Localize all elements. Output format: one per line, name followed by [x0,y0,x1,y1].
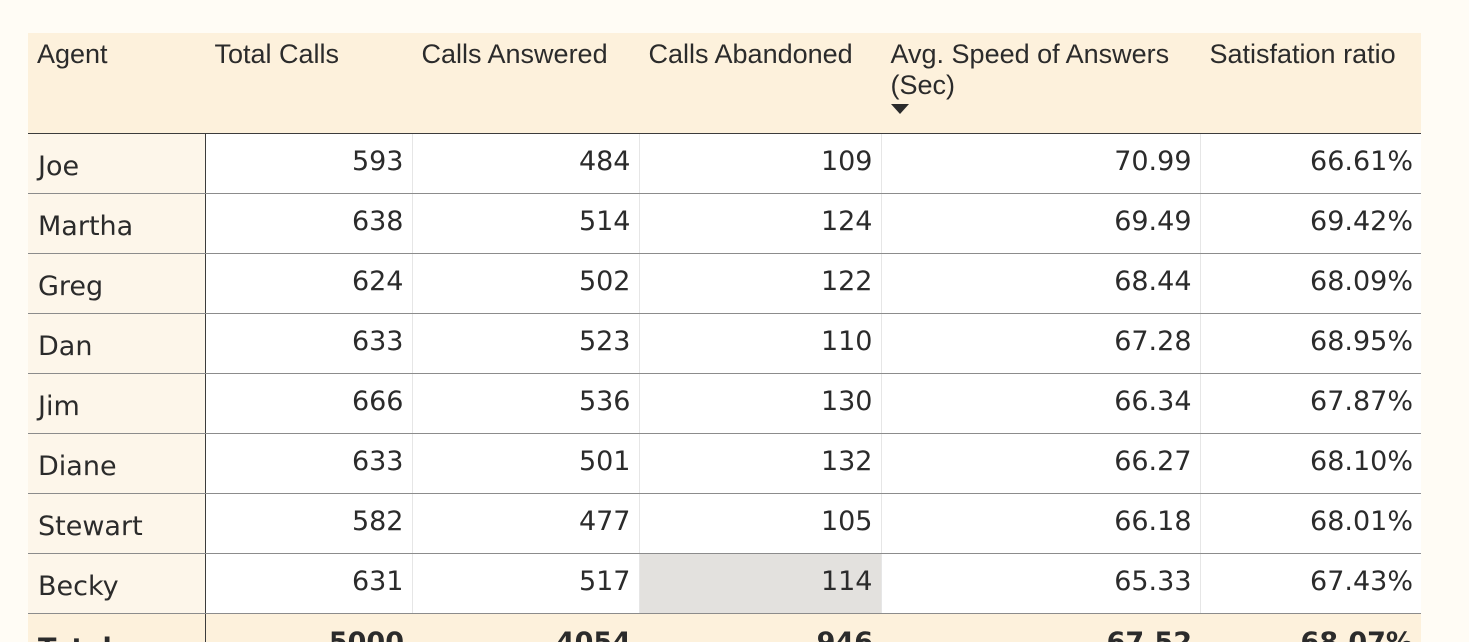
agent-name-cell[interactable]: Jim [28,373,206,434]
table-body: Joe 593 484 109 70.99 66.61% Martha 638 514 124 69… [28,133,1421,614]
total-calls-abandoned: 946 [639,613,881,642]
calls-abandoned-cell[interactable]: 110 [638,313,881,374]
calls-answered-cell[interactable]: 502 [411,253,639,314]
avg-speed-cell[interactable]: 69.49 [880,193,1200,254]
agent-name-cell[interactable]: Stewart [28,493,206,554]
table-row[interactable]: Stewart 582 477 105 66.18 68.01% [28,493,1421,554]
column-header-label: Total Calls [214,39,340,69]
avg-speed-cell[interactable]: 66.18 [880,493,1200,554]
agent-name-cell[interactable]: Becky [28,553,206,614]
satisfaction-cell[interactable]: 66.61% [1199,133,1421,194]
table-header: Agent Total Calls Calls Answered Calls A… [28,33,1421,134]
calls-abandoned-cell[interactable]: 132 [638,433,881,494]
total-calls-cell[interactable]: 624 [204,253,412,314]
total-calls-cell[interactable]: 666 [204,373,412,434]
column-header-agent[interactable]: Agent [28,33,205,134]
agent-calls-table-visual[interactable]: Agent Total Calls Calls Answered Calls A… [28,33,1421,642]
header-row: Agent Total Calls Calls Answered Calls A… [28,33,1421,134]
agent-name-cell[interactable]: Joe [28,133,206,194]
total-calls-cell[interactable]: 633 [204,313,412,374]
calls-abandoned-cell[interactable]: 105 [638,493,881,554]
satisfaction-cell[interactable]: 68.09% [1199,253,1421,314]
total-calls-cell[interactable]: 638 [204,193,412,254]
total-total-calls: 5000 [205,613,412,642]
avg-speed-cell[interactable]: 66.27 [880,433,1200,494]
table-row[interactable]: Becky 631 517 114 65.33 67.43% [28,553,1421,614]
avg-speed-cell[interactable]: 66.34 [880,373,1200,434]
calls-abandoned-cell[interactable]: 114 [638,553,881,614]
total-satisfaction: 68.07% [1200,613,1421,642]
avg-speed-cell[interactable]: 65.33 [880,553,1200,614]
total-row: Total 5000 4054 946 67.52 68.07% [28,613,1421,642]
total-avg-speed: 67.52 [881,613,1200,642]
total-calls-cell[interactable]: 631 [204,553,412,614]
agent-calls-table: Agent Total Calls Calls Answered Calls A… [28,33,1421,642]
agent-name-cell[interactable]: Diane [28,433,206,494]
calls-answered-cell[interactable]: 514 [411,193,639,254]
table-row[interactable]: Dan 633 523 110 67.28 68.95% [28,313,1421,374]
calls-answered-cell[interactable]: 501 [411,433,639,494]
total-calls-answered: 4054 [412,613,639,642]
calls-answered-cell[interactable]: 517 [411,553,639,614]
table-row[interactable]: Martha 638 514 124 69.49 69.42% [28,193,1421,254]
total-calls-cell[interactable]: 633 [204,433,412,494]
calls-abandoned-cell[interactable]: 124 [638,193,881,254]
satisfaction-cell[interactable]: 67.43% [1199,553,1421,614]
calls-abandoned-cell[interactable]: 109 [638,133,881,194]
total-calls-cell[interactable]: 593 [204,133,412,194]
column-header-label: Calls Answered [421,39,608,69]
avg-speed-cell[interactable]: 67.28 [880,313,1200,374]
column-header-label: Avg. Speed of Answers (Sec) [890,39,1170,100]
calls-abandoned-cell[interactable]: 122 [638,253,881,314]
table-row[interactable]: Diane 633 501 132 66.27 68.10% [28,433,1421,494]
table-row[interactable]: Greg 624 502 122 68.44 68.09% [28,253,1421,314]
column-header-label: Satisfation ratio [1209,39,1396,69]
agent-name-cell[interactable]: Greg [28,253,206,314]
satisfaction-cell[interactable]: 69.42% [1199,193,1421,254]
agent-name-cell[interactable]: Dan [28,313,206,374]
calls-abandoned-cell[interactable]: 130 [638,373,881,434]
agent-name-cell[interactable]: Martha [28,193,206,254]
satisfaction-cell[interactable]: 67.87% [1199,373,1421,434]
column-header-label: Calls Abandoned [648,39,853,69]
total-label: Total [28,613,206,642]
calls-answered-cell[interactable]: 484 [411,133,639,194]
column-header-total-calls[interactable]: Total Calls [204,33,412,134]
column-header-satisfaction[interactable]: Satisfation ratio [1199,33,1421,134]
column-header-avg-speed[interactable]: Avg. Speed of Answers (Sec) [880,33,1200,134]
avg-speed-cell[interactable]: 68.44 [880,253,1200,314]
table-row[interactable]: Jim 666 536 130 66.34 67.87% [28,373,1421,434]
column-header-label: Agent [37,39,108,69]
column-header-calls-answered[interactable]: Calls Answered [411,33,639,134]
calls-answered-cell[interactable]: 523 [411,313,639,374]
table-row[interactable]: Joe 593 484 109 70.99 66.61% [28,133,1421,194]
satisfaction-cell[interactable]: 68.10% [1199,433,1421,494]
satisfaction-cell[interactable]: 68.95% [1199,313,1421,374]
avg-speed-cell[interactable]: 70.99 [880,133,1200,194]
calls-answered-cell[interactable]: 477 [411,493,639,554]
sort-descending-icon[interactable] [890,104,909,114]
calls-answered-cell[interactable]: 536 [411,373,639,434]
satisfaction-cell[interactable]: 68.01% [1199,493,1421,554]
table-footer: Total 5000 4054 946 67.52 68.07% [28,613,1421,642]
column-header-calls-abandoned[interactable]: Calls Abandoned [638,33,881,134]
total-calls-cell[interactable]: 582 [204,493,412,554]
